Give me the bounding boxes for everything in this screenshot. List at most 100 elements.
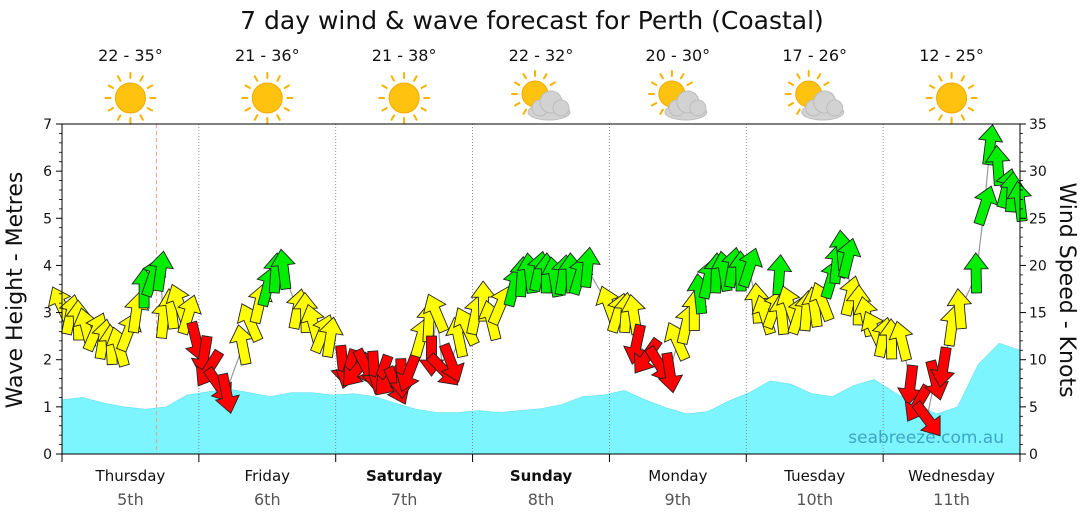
sun-ray (938, 75, 943, 82)
wind-arrow-strong (738, 247, 763, 289)
left-tick-label: 1 (43, 400, 52, 416)
left-tick-label: 2 (43, 353, 52, 369)
sun-ray (967, 84, 975, 89)
sun-ray (146, 84, 154, 89)
day-label: Saturday (366, 467, 443, 485)
sun-ray (787, 81, 795, 86)
sun-ray (686, 81, 693, 86)
cloud-puff (552, 99, 570, 117)
wave-area-layer (61, 342, 1021, 455)
wind-arrow-moderate (177, 294, 202, 336)
day-label: Friday (245, 467, 291, 485)
sun-ray (244, 107, 251, 112)
sun-ray (107, 84, 115, 89)
date-label: 5th (117, 490, 144, 509)
sun-ray (787, 102, 795, 107)
sun-ray (938, 114, 943, 121)
sun-ray (413, 75, 418, 82)
sun-ray (390, 75, 396, 82)
sun-disc (936, 82, 968, 114)
right-tick-label: 20 (1029, 258, 1047, 274)
sun-ray (253, 75, 259, 82)
wind-arrow-light (929, 346, 956, 388)
sun-ray (139, 114, 144, 121)
wind-arrow-moderate (888, 320, 914, 362)
left-axis-label: Wave Height - Metres (3, 172, 28, 409)
right-axis: 0 5 10 15 20 25 30 35 (1020, 117, 1047, 463)
cloud-puff (689, 99, 707, 117)
sun-ray (543, 73, 548, 80)
right-tick-label: 10 (1029, 353, 1047, 369)
wind-arrows (47, 124, 1033, 437)
wind-arrow-strong (963, 252, 990, 294)
weather-row: 22 - 35° 21 - 36° 21 - 38° 22 - 32° 20 - 30°… (98, 46, 984, 124)
day-label: Monday (648, 467, 707, 485)
left-tick-label: 4 (43, 258, 52, 274)
temperature-range: 21 - 38° (372, 46, 437, 65)
sun-ray (420, 107, 427, 112)
wind-arrow-strong (973, 185, 999, 227)
sun-ray (823, 81, 830, 86)
sun-ray (107, 107, 115, 112)
sun-ray (796, 73, 801, 80)
sun-ray (960, 75, 966, 82)
sun-ray (116, 114, 122, 121)
wind-arrow-light (214, 372, 240, 415)
left-tick-label: 3 (43, 306, 52, 322)
sun-ray (796, 108, 801, 115)
sun-disc (388, 82, 420, 114)
sun-ray (549, 81, 556, 86)
sun-ray (650, 102, 658, 107)
plot-area (47, 123, 1033, 455)
sun-ray (116, 75, 122, 82)
chart-title: 7 day wind & wave forecast for Perth (Co… (240, 6, 824, 35)
sun-ray (244, 84, 251, 89)
sun-ray (276, 75, 281, 82)
wind-arrow-moderate (422, 293, 450, 334)
sun-ray (283, 107, 290, 112)
wind-arrow-moderate (946, 288, 973, 330)
day-label: Thursday (95, 467, 166, 485)
left-tick-label: 5 (43, 211, 52, 227)
wind-arrow-strong (766, 254, 793, 296)
plot-frame (61, 123, 1021, 455)
left-axis: 0 1 2 3 4 5 6 7 (43, 117, 62, 463)
sun-ray (967, 107, 975, 112)
wind-arrow-light (911, 400, 941, 437)
sun-ray (522, 73, 527, 80)
sun-ray (390, 114, 396, 121)
wind-arrow-strong (977, 124, 1004, 166)
left-tick-label: 7 (43, 117, 52, 133)
x-axis: Thursday 5th Friday 6th Saturday 7th Sunday 8th… (61, 454, 1021, 509)
sun-ray (381, 107, 388, 112)
temperature-range: 22 - 35° (98, 46, 163, 65)
sun-ray (650, 81, 658, 86)
wind-arrow-strong (148, 250, 175, 293)
wind-arrow-strong (1006, 180, 1033, 223)
sun-ray (283, 84, 290, 89)
temperature-range: 17 - 26° (782, 46, 847, 65)
wave-height-area (61, 342, 1021, 455)
sun-ray (146, 107, 154, 112)
cloud-shape (801, 90, 845, 121)
date-label: 8th (528, 490, 555, 509)
sun-ray (928, 84, 936, 89)
sun-ray (514, 102, 521, 107)
sun-ray (659, 73, 664, 80)
sun-icon (241, 72, 294, 124)
sun-ray (960, 114, 966, 121)
wind-arrow-strong (270, 248, 296, 291)
right-tick-label: 35 (1029, 117, 1047, 133)
sun-icon (104, 72, 157, 124)
cloud-shape (527, 90, 571, 121)
sun-ray (276, 114, 281, 121)
right-tick-label: 0 (1029, 447, 1038, 463)
partly-cloudy-icon (647, 70, 708, 121)
temperature-range: 21 - 36° (235, 46, 300, 65)
credit-watermark: seabreeze.com.au (848, 428, 1004, 448)
sun-ray (413, 114, 418, 121)
date-label: 10th (796, 490, 833, 509)
temperature-range: 22 - 32° (509, 46, 574, 65)
right-tick-label: 5 (1029, 400, 1038, 416)
